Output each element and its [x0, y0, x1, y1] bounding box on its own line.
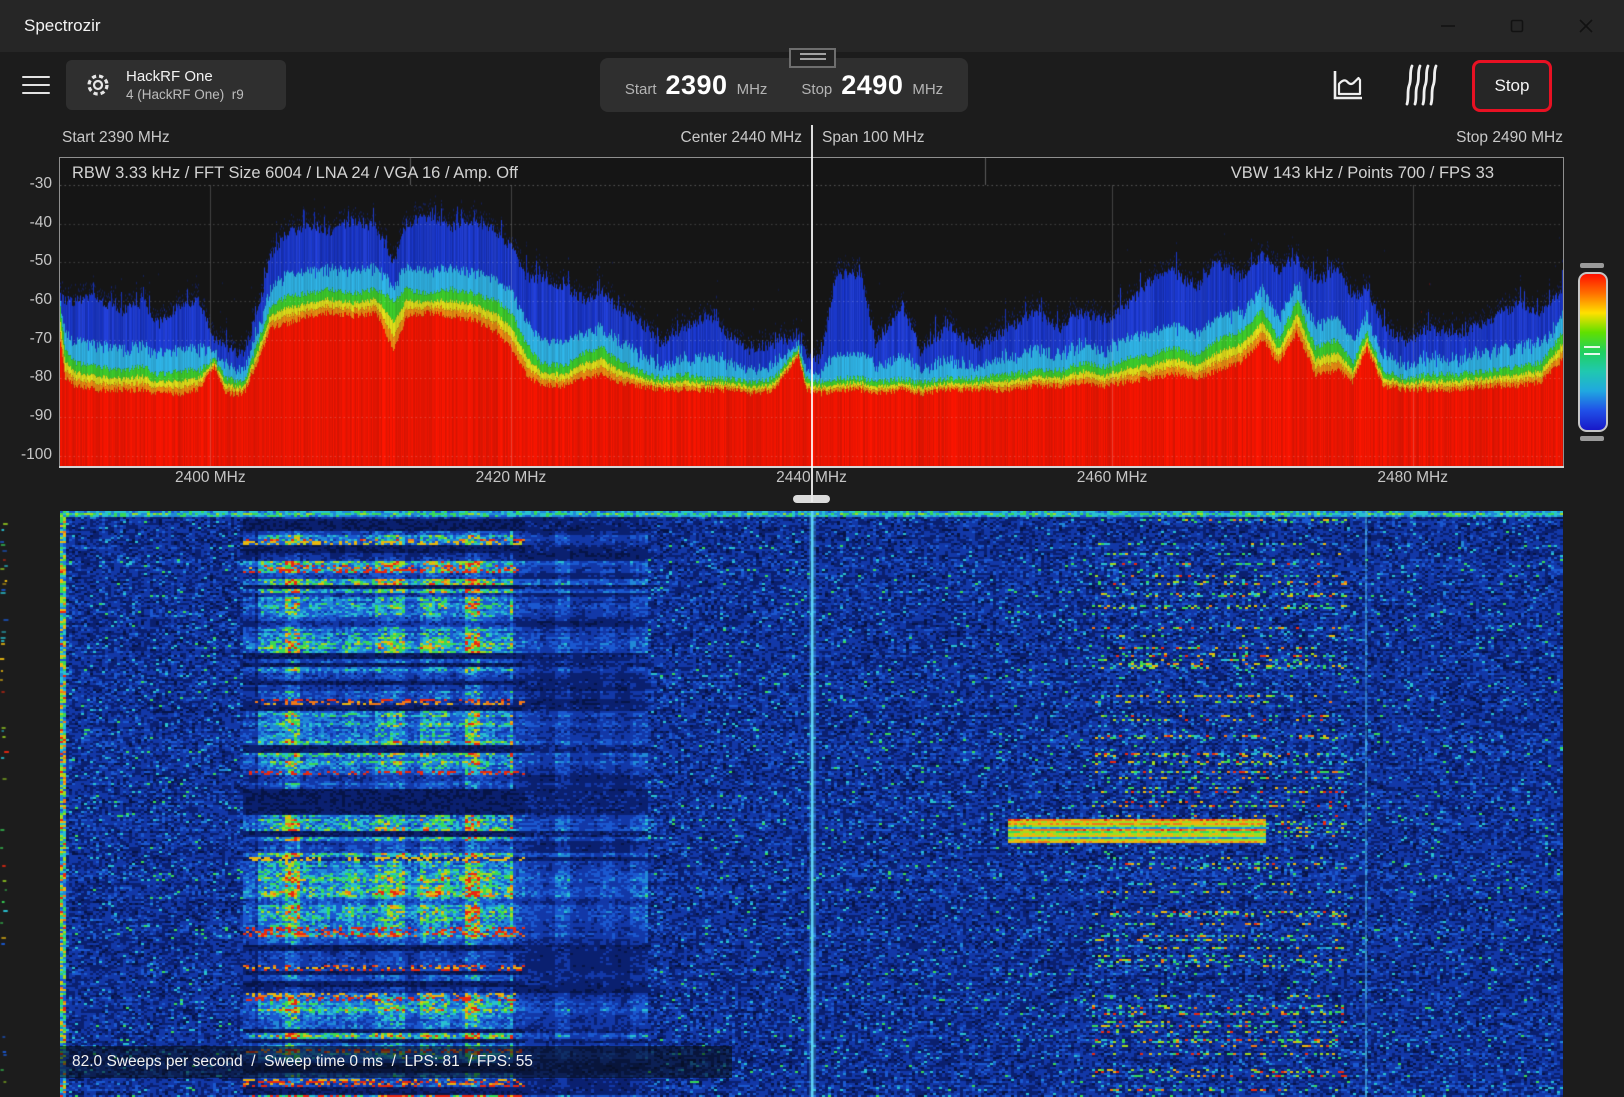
x-axis-tick-label: 2480 MHz	[1353, 469, 1473, 487]
y-axis-tick-label: -90	[6, 407, 52, 425]
settings-right-readout: VBW 143 kHz / Points 700 / FPS 33	[1231, 161, 1494, 185]
app-window: Spectrozir HackRF One 4 (HackRF One) r9	[0, 0, 1624, 1097]
stop-frequency-value[interactable]: 2490	[841, 70, 903, 101]
frequency-range-control[interactable]: Start 2390 MHz Stop 2490 MHz	[600, 58, 968, 112]
panel-drag-handle[interactable]	[789, 48, 836, 68]
stop-acquisition-button[interactable]: Stop	[1472, 60, 1552, 112]
minimize-icon	[1440, 18, 1456, 34]
device-button[interactable]: HackRF One 4 (HackRF One) r9	[66, 60, 286, 110]
spectrum-view-button[interactable]	[1322, 64, 1370, 108]
color-scale-min-handle[interactable]	[1580, 436, 1604, 441]
gear-icon	[84, 71, 112, 99]
maximize-button[interactable]	[1494, 0, 1540, 52]
header-center-label: Center 2440 MHz	[0, 126, 802, 150]
title-bar: Spectrozir	[0, 0, 1624, 52]
stop-frequency-label: Stop	[801, 81, 832, 98]
center-frequency-marker-handle[interactable]	[793, 495, 830, 503]
color-scale-max-handle[interactable]	[1580, 263, 1604, 268]
device-detail: 4 (HackRF One) r9	[126, 86, 244, 103]
y-axis-tick-label: -50	[6, 252, 52, 270]
y-axis-tick-label: -80	[6, 368, 52, 386]
y-axis-tick-label: -60	[6, 291, 52, 309]
x-axis-tick-label: 2400 MHz	[150, 469, 270, 487]
minimize-button[interactable]	[1425, 0, 1471, 52]
status-bar: 82.0 Sweeps per second / Sweep time 0 ms…	[60, 1046, 732, 1078]
maximize-icon	[1509, 18, 1525, 34]
stop-frequency-field[interactable]: Stop 2490 MHz	[801, 70, 943, 101]
y-axis-tick-label: -30	[6, 175, 52, 193]
spectrum-plot[interactable]	[60, 158, 1563, 467]
color-scale-reference-tick	[1584, 353, 1600, 355]
start-frequency-unit: MHz	[737, 81, 768, 98]
close-icon	[1578, 18, 1594, 34]
x-axis-tick-label: 2440 MHz	[752, 469, 872, 487]
spectrum-chart-icon	[1328, 68, 1364, 102]
waterfall-view-button[interactable]	[1396, 62, 1448, 110]
header-stop-label: Stop 2490 MHz	[1456, 126, 1563, 150]
x-axis-tick-label: 2420 MHz	[451, 469, 571, 487]
app-title: Spectrozir	[24, 0, 101, 52]
x-axis-tick-label: 2460 MHz	[1052, 469, 1172, 487]
close-button[interactable]	[1563, 0, 1609, 52]
left-edge-artifacts	[0, 511, 10, 1097]
y-axis-tick-label: -40	[6, 214, 52, 232]
start-frequency-label: Start	[625, 81, 657, 98]
menu-button[interactable]	[18, 68, 54, 102]
y-axis-tick-label: -70	[6, 330, 52, 348]
waterfall-icon	[1399, 64, 1445, 106]
waterfall-display[interactable]	[60, 511, 1563, 1097]
header-span-label: Span 100 MHz	[822, 126, 925, 150]
color-scale-bar[interactable]	[1578, 272, 1608, 432]
color-scale-reference-tick	[1584, 346, 1600, 348]
y-axis-tick-label: -100	[6, 446, 52, 464]
hamburger-menu-icon	[22, 76, 50, 79]
start-frequency-value[interactable]: 2390	[666, 70, 728, 101]
start-frequency-field[interactable]: Start 2390 MHz	[625, 70, 768, 101]
stop-frequency-unit: MHz	[912, 81, 943, 98]
settings-left-readout: RBW 3.33 kHz / FFT Size 6004 / LNA 24 / …	[72, 161, 518, 185]
device-name: HackRF One	[126, 67, 244, 86]
